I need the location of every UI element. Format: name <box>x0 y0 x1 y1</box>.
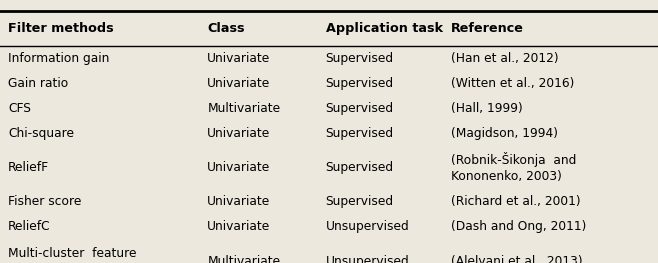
Text: Application task: Application task <box>326 22 443 35</box>
Text: ReliefF: ReliefF <box>8 161 49 174</box>
Text: Multi-cluster  feature
selection: Multi-cluster feature selection <box>8 246 136 263</box>
Text: Supervised: Supervised <box>326 52 394 65</box>
Text: Fisher score: Fisher score <box>8 195 82 208</box>
Text: Class: Class <box>207 22 245 35</box>
Text: Information gain: Information gain <box>8 52 109 65</box>
Text: (Alelyani et al., 2013): (Alelyani et al., 2013) <box>451 255 582 263</box>
Text: Multivariate: Multivariate <box>207 255 280 263</box>
Text: Unsupervised: Unsupervised <box>326 220 409 233</box>
Text: Supervised: Supervised <box>326 127 394 140</box>
Text: (Magidson, 1994): (Magidson, 1994) <box>451 127 558 140</box>
Text: Filter methods: Filter methods <box>8 22 114 35</box>
Text: Multivariate: Multivariate <box>207 102 280 115</box>
Text: (Hall, 1999): (Hall, 1999) <box>451 102 522 115</box>
Text: Supervised: Supervised <box>326 77 394 90</box>
Text: CFS: CFS <box>8 102 31 115</box>
Text: Univariate: Univariate <box>207 77 270 90</box>
Text: Supervised: Supervised <box>326 102 394 115</box>
Text: ReliefC: ReliefC <box>8 220 51 233</box>
Text: Univariate: Univariate <box>207 195 270 208</box>
Text: Univariate: Univariate <box>207 220 270 233</box>
Text: (Han et al., 2012): (Han et al., 2012) <box>451 52 559 65</box>
Text: Unsupervised: Unsupervised <box>326 255 409 263</box>
Text: Chi-square: Chi-square <box>8 127 74 140</box>
Text: (Robnik-Šikonja  and
Kononenko, 2003): (Robnik-Šikonja and Kononenko, 2003) <box>451 152 576 183</box>
Text: Gain ratio: Gain ratio <box>8 77 68 90</box>
Text: Supervised: Supervised <box>326 161 394 174</box>
Text: Univariate: Univariate <box>207 52 270 65</box>
Text: Univariate: Univariate <box>207 161 270 174</box>
Text: (Witten et al., 2016): (Witten et al., 2016) <box>451 77 574 90</box>
Text: (Richard et al., 2001): (Richard et al., 2001) <box>451 195 580 208</box>
Text: (Dash and Ong, 2011): (Dash and Ong, 2011) <box>451 220 586 233</box>
Text: Supervised: Supervised <box>326 195 394 208</box>
Text: Reference: Reference <box>451 22 524 35</box>
Text: Univariate: Univariate <box>207 127 270 140</box>
